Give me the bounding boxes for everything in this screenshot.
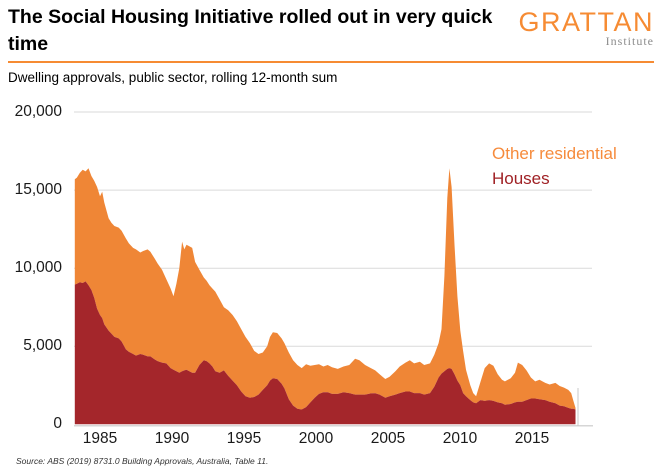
x-tick-label: 2000: [298, 430, 334, 447]
title-divider: [8, 61, 654, 63]
chart-legend: Other residential Houses: [492, 141, 617, 191]
y-tick-label: 5,000: [23, 337, 62, 354]
x-tick-label: 1995: [226, 430, 262, 447]
x-tick-label: 1985: [82, 430, 118, 447]
x-tick-label: 1990: [154, 430, 190, 447]
source-note: Source: ABS (2019) 8731.0 Building Appro…: [16, 456, 269, 466]
x-tick-label: 2010: [442, 430, 478, 447]
y-tick-label: 15,000: [14, 181, 62, 198]
x-tick-label: 2015: [514, 430, 550, 447]
page-title: The Social Housing Initiative rolled out…: [8, 6, 493, 55]
grattan-logo-institute: Institute: [605, 34, 654, 48]
legend-other-residential: Other residential: [492, 144, 617, 163]
y-tick-label: 20,000: [14, 103, 62, 120]
grattan-logo-text: GRATTAN: [518, 7, 654, 37]
area-other-residential: [74, 168, 576, 410]
grattan-logo: GRATTAN Institute: [519, 9, 655, 49]
legend-houses: Houses: [492, 169, 550, 188]
y-tick-label: 10,000: [14, 259, 62, 276]
chart-subtitle: Dwelling approvals, public sector, rolli…: [8, 70, 338, 85]
x-tick-label: 2005: [370, 430, 406, 447]
y-tick-label: 0: [53, 415, 62, 432]
area-houses: [74, 281, 576, 425]
